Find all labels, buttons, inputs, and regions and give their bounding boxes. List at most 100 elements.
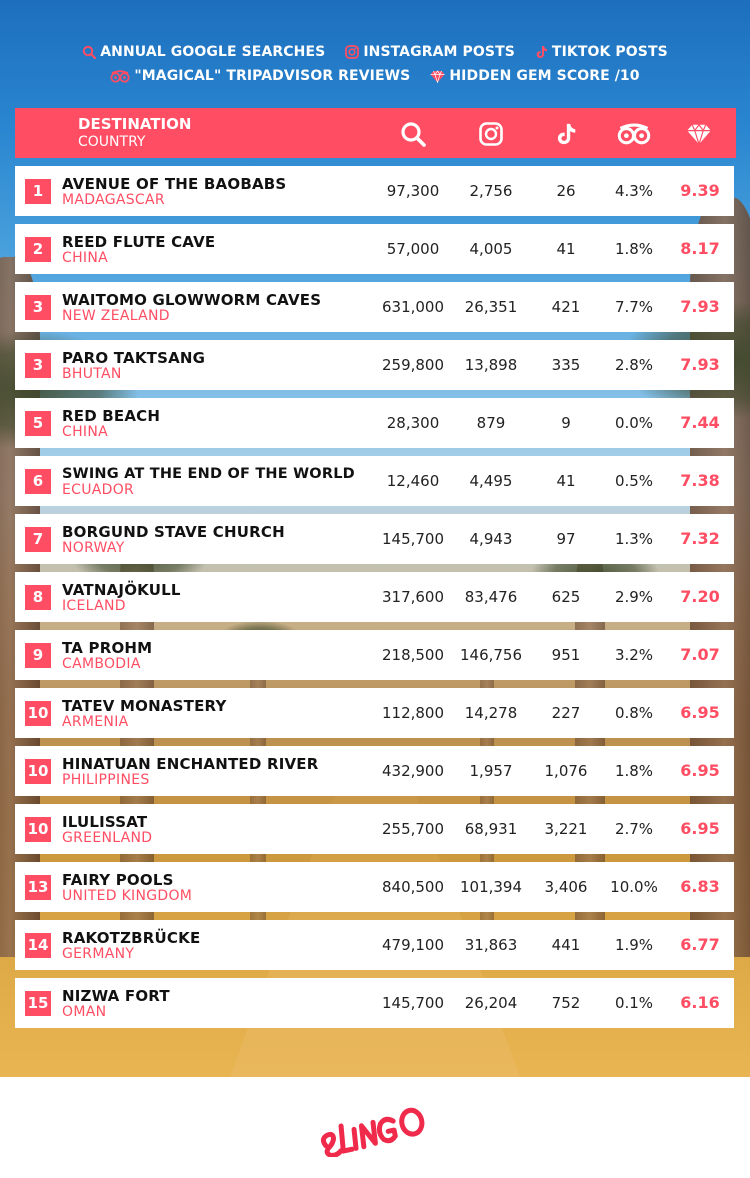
destination-country: ECUADOR bbox=[62, 482, 135, 498]
rank-badge: 1 bbox=[25, 179, 51, 204]
table-row: 15 NIZWA FORT OMAN 145,700 26,204 752 0.… bbox=[15, 978, 734, 1028]
header-country: COUNTRY bbox=[78, 134, 146, 150]
rank-badge: 9 bbox=[25, 643, 51, 668]
search-icon bbox=[83, 45, 97, 59]
tripadvisor-value: 0.5% bbox=[614, 472, 654, 490]
rank-badge: 2 bbox=[25, 237, 51, 262]
destination-name: TA PROHM bbox=[62, 639, 153, 657]
tiktok-value: 3,406 bbox=[544, 878, 588, 896]
legend-item-tripadvisor: "MAGICAL" TRIPADVISOR REVIEWS bbox=[110, 68, 410, 84]
tripadvisor-value: 2.9% bbox=[614, 588, 654, 606]
rank-badge: 10 bbox=[25, 701, 51, 726]
searches-value: 317,600 bbox=[381, 588, 445, 606]
legend-label: ANNUAL GOOGLE SEARCHES bbox=[100, 44, 326, 60]
destination-country: GERMANY bbox=[62, 946, 135, 962]
gem-score: 6.95 bbox=[680, 819, 720, 838]
footer bbox=[0, 1077, 750, 1178]
instagram-value: 1,957 bbox=[469, 762, 513, 780]
table-row: 3 WAITOMO GLOWWORM CAVES NEW ZEALAND 631… bbox=[15, 282, 734, 332]
table-row: 2 REED FLUTE CAVE CHINA 57,000 4,005 41 … bbox=[15, 224, 734, 274]
instagram-icon bbox=[345, 45, 360, 59]
gem-icon bbox=[687, 123, 711, 145]
rank-badge: 3 bbox=[25, 295, 51, 320]
instagram-value: 26,204 bbox=[464, 994, 518, 1012]
destination-country: OMAN bbox=[62, 1004, 107, 1020]
tiktok-value: 625 bbox=[551, 588, 581, 606]
instagram-value: 879 bbox=[476, 414, 506, 432]
instagram-value: 4,495 bbox=[469, 472, 513, 490]
searches-value: 12,460 bbox=[386, 472, 440, 490]
legend-row-1: ANNUAL GOOGLE SEARCHES INSTAGRAM POSTS T… bbox=[0, 40, 750, 64]
searches-value: 28,300 bbox=[386, 414, 440, 432]
search-icon bbox=[401, 122, 426, 147]
searches-value: 97,300 bbox=[386, 182, 440, 200]
destination-name: RED BEACH bbox=[62, 407, 161, 425]
instagram-value: 101,394 bbox=[459, 878, 523, 896]
gem-score: 7.93 bbox=[680, 297, 720, 316]
table-row: 10 TATEV MONASTERY ARMENIA 112,800 14,27… bbox=[15, 688, 734, 738]
destination-name: HINATUAN ENCHANTED RIVER bbox=[62, 755, 319, 773]
tiktok-value: 41 bbox=[556, 472, 576, 490]
tiktok-value: 41 bbox=[556, 240, 576, 258]
instagram-value: 4,005 bbox=[469, 240, 513, 258]
searches-value: 255,700 bbox=[381, 820, 445, 838]
destination-name: VATNAJÖKULL bbox=[62, 581, 181, 599]
destination-name: WAITOMO GLOWWORM CAVES bbox=[62, 291, 322, 309]
instagram-value: 2,756 bbox=[469, 182, 513, 200]
table-row: 9 TA PROHM CAMBODIA 218,500 146,756 951 … bbox=[15, 630, 734, 680]
tripadvisor-value: 2.8% bbox=[614, 356, 654, 374]
searches-value: 259,800 bbox=[381, 356, 445, 374]
destination-country: CHINA bbox=[62, 250, 108, 266]
instagram-value: 31,863 bbox=[464, 936, 518, 954]
tripadvisor-value: 0.0% bbox=[614, 414, 654, 432]
tripadvisor-value: 1.8% bbox=[614, 762, 654, 780]
rank-badge: 10 bbox=[25, 759, 51, 784]
legend-item-instagram: INSTAGRAM POSTS bbox=[345, 44, 515, 60]
destination-country: GREENLAND bbox=[62, 830, 153, 846]
header-destination: DESTINATION bbox=[78, 115, 192, 133]
tripadvisor-value: 4.3% bbox=[614, 182, 654, 200]
gem-icon bbox=[430, 69, 445, 83]
gem-score: 7.20 bbox=[680, 587, 720, 606]
gem-score: 9.39 bbox=[680, 181, 720, 200]
table-row: 14 RAKOTZBRÜCKE GERMANY 479,100 31,863 4… bbox=[15, 920, 734, 970]
destination-country: NEW ZEALAND bbox=[62, 308, 170, 324]
rank-badge: 5 bbox=[25, 411, 51, 436]
searches-value: 145,700 bbox=[381, 530, 445, 548]
slingo-logo bbox=[320, 1107, 425, 1157]
tiktok-value: 26 bbox=[556, 182, 576, 200]
tiktok-value: 441 bbox=[551, 936, 581, 954]
legend-item-searches: ANNUAL GOOGLE SEARCHES bbox=[82, 44, 325, 60]
tiktok-value: 9 bbox=[561, 414, 571, 432]
legend-label: HIDDEN GEM SCORE /10 bbox=[449, 68, 640, 84]
destination-name: TATEV MONASTERY bbox=[62, 697, 227, 715]
destination-name: BORGUND STAVE CHURCH bbox=[62, 523, 285, 541]
searches-value: 479,100 bbox=[381, 936, 445, 954]
tiktok-value: 421 bbox=[551, 298, 581, 316]
tripadvisor-value: 10.0% bbox=[610, 878, 658, 896]
gem-score: 6.77 bbox=[680, 935, 720, 954]
gem-score: 6.16 bbox=[680, 993, 720, 1012]
destination-country: PHILIPPINES bbox=[62, 772, 150, 788]
gem-score: 6.95 bbox=[680, 761, 720, 780]
rank-badge: 3 bbox=[25, 353, 51, 378]
destination-name: PARO TAKTSANG bbox=[62, 349, 206, 367]
destination-country: CHINA bbox=[62, 424, 108, 440]
tiktok-value: 752 bbox=[551, 994, 581, 1012]
searches-value: 840,500 bbox=[381, 878, 445, 896]
instagram-value: 13,898 bbox=[464, 356, 518, 374]
tripadvisor-icon bbox=[617, 123, 651, 145]
table-row: 3 PARO TAKTSANG BHUTAN 259,800 13,898 33… bbox=[15, 340, 734, 390]
instagram-value: 4,943 bbox=[469, 530, 513, 548]
tiktok-value: 3,221 bbox=[544, 820, 588, 838]
gem-score: 7.32 bbox=[680, 529, 720, 548]
destination-name: SWING AT THE END OF THE WORLD bbox=[62, 466, 355, 482]
legend-row-2: "MAGICAL" TRIPADVISOR REVIEWS HIDDEN GEM… bbox=[0, 64, 750, 88]
destination-name: RAKOTZBRÜCKE bbox=[62, 929, 201, 947]
tiktok-value: 1,076 bbox=[544, 762, 588, 780]
instagram-value: 68,931 bbox=[464, 820, 518, 838]
instagram-value: 14,278 bbox=[464, 704, 518, 722]
header-instagram-icon bbox=[477, 120, 505, 148]
table-row: 10 HINATUAN ENCHANTED RIVER PHILIPPINES … bbox=[15, 746, 734, 796]
destination-country: NORWAY bbox=[62, 540, 125, 556]
